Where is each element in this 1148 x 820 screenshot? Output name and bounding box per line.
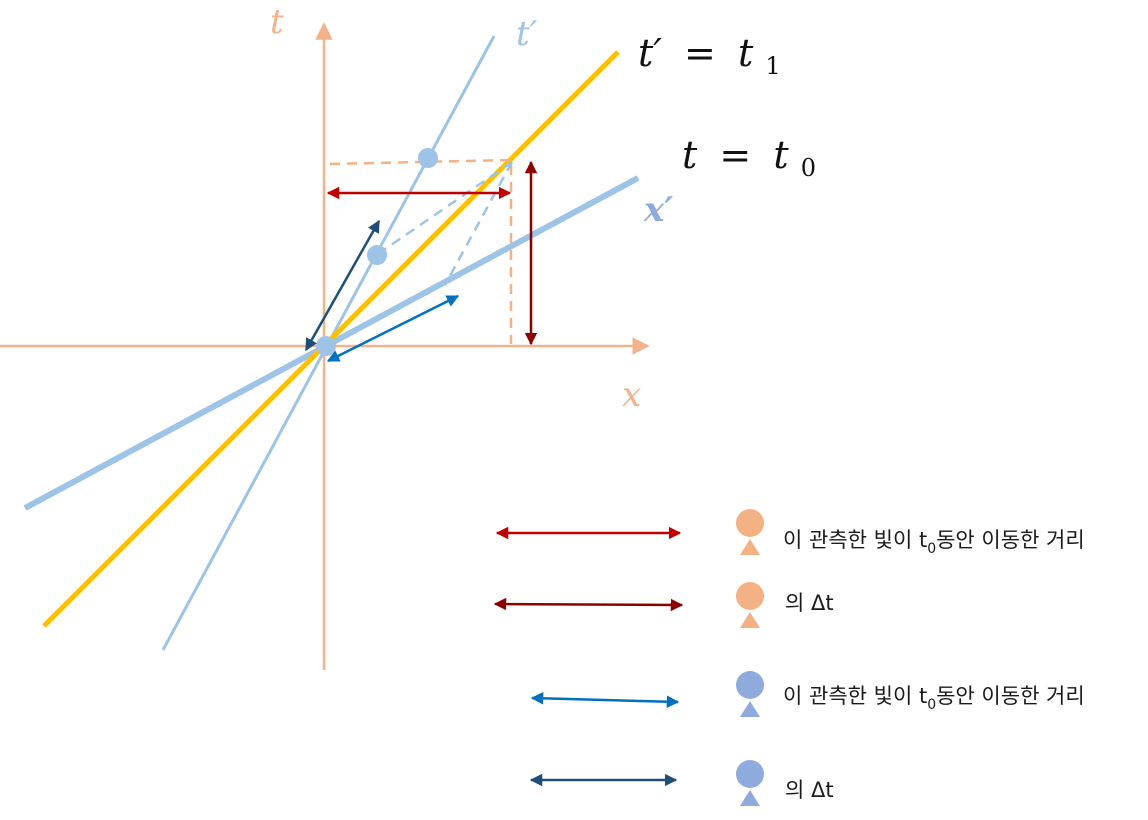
x-prime-axis-label: x′ <box>643 190 673 230</box>
t-prime-equation: t′ = t 1 <box>638 31 781 80</box>
blue-distance-arrow <box>326 294 460 363</box>
blue-observer-icon <box>736 671 764 717</box>
legend-item-2-text: 의 Δt <box>785 591 834 615</box>
legend-item-4-text: 의 Δt <box>785 778 834 802</box>
legend-blue-arrow <box>530 692 680 708</box>
legend-item-1-text: 이 관측한 빛이 t0동안 이동한 거리 <box>783 528 1085 557</box>
t-equation: t = t 0 <box>682 133 816 182</box>
x-axis-label: x <box>622 375 641 415</box>
event-point-upper <box>418 148 438 168</box>
legend-darkred-arrow <box>493 597 684 612</box>
origin-point <box>316 336 336 356</box>
orange-observer-icon <box>736 509 764 555</box>
legend-item-3-text: 이 관측한 빛이 t0동안 이동한 거리 <box>783 684 1085 713</box>
navy-time-arrow <box>304 219 381 352</box>
t-axis-label: t <box>270 2 284 42</box>
dashed-guide-blue-1 <box>377 160 513 256</box>
orange-observer-icon <box>736 582 764 628</box>
blue-observer-icon <box>736 760 764 806</box>
dashed-guide-blue-2 <box>443 161 514 286</box>
event-point-lower <box>367 245 387 265</box>
legend: 이 관측한 빛이 t0동안 이동한 거리 의 Δt 이 관측한 빛이 t0동안 … <box>493 509 1085 806</box>
t-prime-axis-label: t′ <box>516 14 538 54</box>
